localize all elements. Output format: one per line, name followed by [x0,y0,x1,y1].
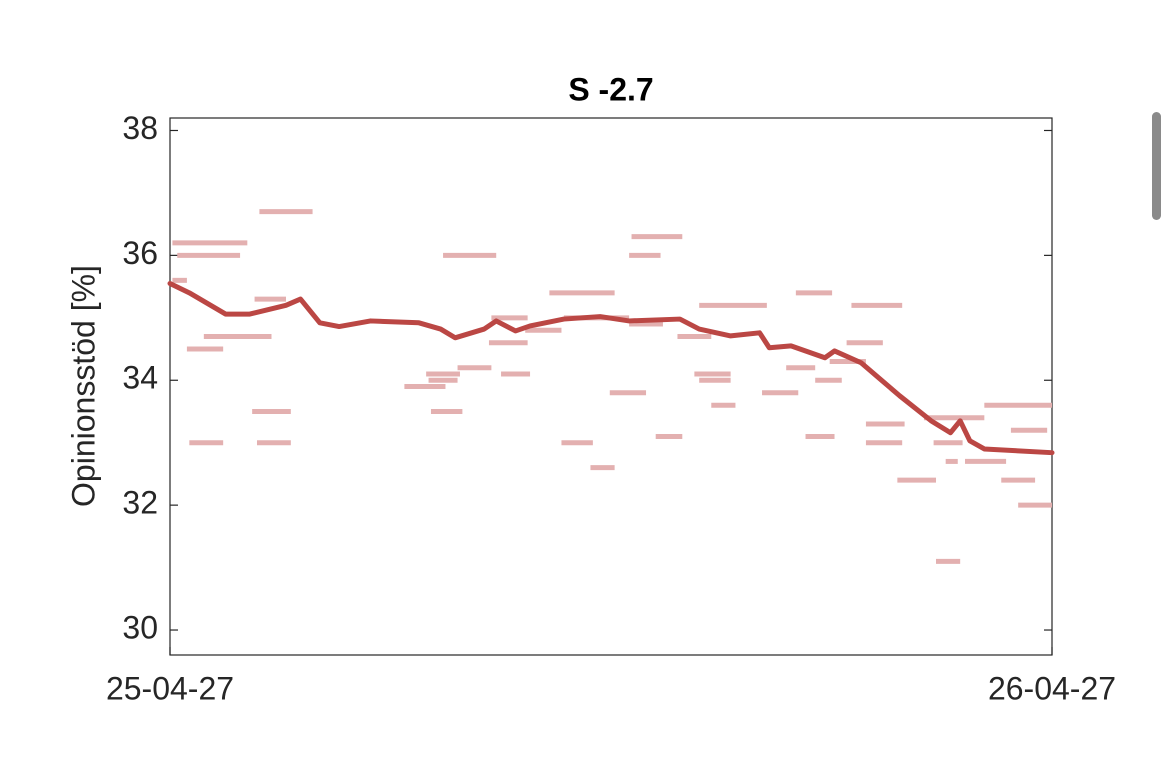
plot-area [169,117,1053,656]
y-tick-label: 30 [122,609,158,645]
chart-title: S -2.7 [568,71,653,107]
x-tick-label: 26-04-27 [988,670,1116,706]
y-tick-label: 36 [122,235,158,271]
trend-line [167,280,1055,456]
scrollbar[interactable] [1152,112,1161,220]
x-tick-label: 25-04-27 [106,670,234,706]
y-axis-label: Opinionsstöd [%] [65,265,101,507]
y-tick-label: 32 [122,485,158,521]
y-tick-label: 38 [122,110,158,146]
y-tick-label: 34 [122,360,158,396]
